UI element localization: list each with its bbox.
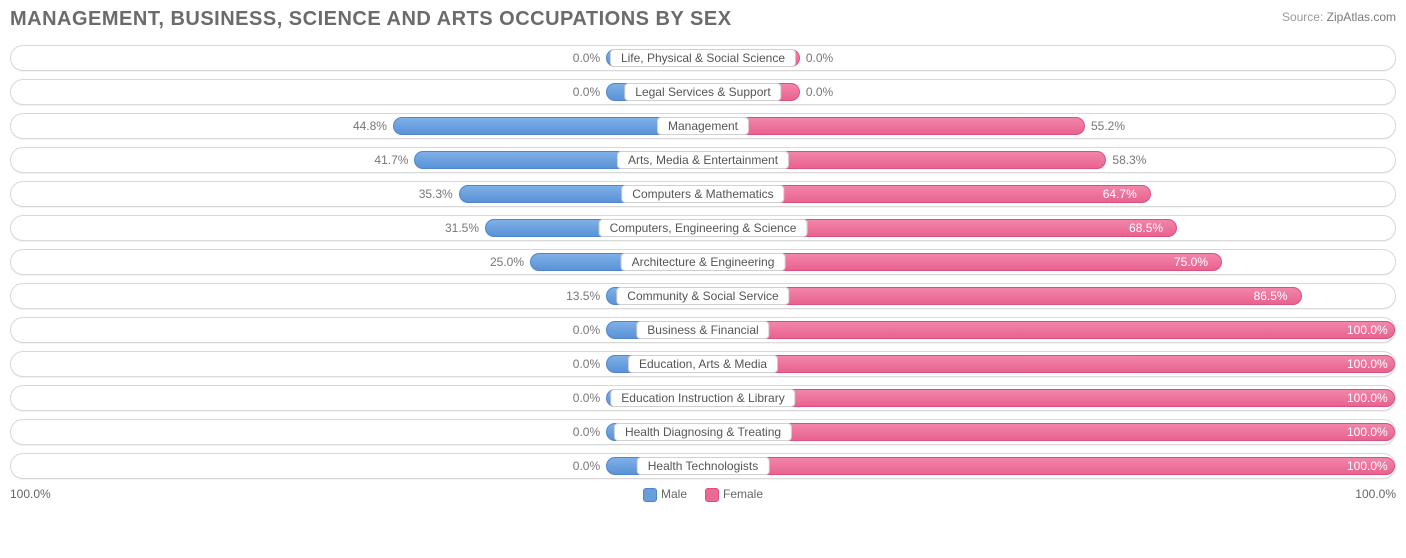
male-pct: 0.0% <box>573 51 600 65</box>
female-pct: 100.0% <box>1347 323 1388 337</box>
category-label: Management <box>657 117 749 135</box>
chart-header: Management, Business, Science and Arts O… <box>10 8 1396 31</box>
chart-row: 41.7% 58.3% Arts, Media & Entertainment <box>10 147 1396 173</box>
chart-row: 0.0% 100.0% Education, Arts & Media <box>10 351 1396 377</box>
male-pct: 44.8% <box>353 119 387 133</box>
female-pct: 68.5% <box>1129 221 1163 235</box>
legend-male: Male <box>643 487 687 502</box>
female-bar <box>703 389 1395 407</box>
female-pct: 100.0% <box>1347 357 1388 371</box>
legend-male-label: Male <box>661 487 687 501</box>
axis-left-label: 100.0% <box>10 487 51 501</box>
female-bar <box>703 355 1395 373</box>
chart-footer: 100.0% Male Female 100.0% <box>10 487 1396 502</box>
male-pct: 31.5% <box>445 221 479 235</box>
female-bar <box>703 287 1302 305</box>
female-swatch-icon <box>705 488 719 502</box>
chart-row: 44.8% 55.2% Management <box>10 113 1396 139</box>
female-pct: 0.0% <box>806 51 833 65</box>
male-swatch-icon <box>643 488 657 502</box>
category-label: Computers & Mathematics <box>621 185 784 203</box>
legend-female-label: Female <box>723 487 763 501</box>
category-label: Education Instruction & Library <box>610 389 795 407</box>
category-label: Health Diagnosing & Treating <box>614 423 792 441</box>
category-label: Health Technologists <box>637 457 770 475</box>
source-site: ZipAtlas.com <box>1327 10 1396 24</box>
category-label: Community & Social Service <box>616 287 789 305</box>
male-pct: 0.0% <box>573 85 600 99</box>
female-bar <box>703 321 1395 339</box>
chart-row: 0.0% 100.0% Health Technologists <box>10 453 1396 479</box>
chart-row: 0.0% 100.0% Education Instruction & Librar… <box>10 385 1396 411</box>
axis-right-label: 100.0% <box>1355 487 1396 501</box>
female-pct: 75.0% <box>1174 255 1208 269</box>
male-pct: 0.0% <box>573 357 600 371</box>
chart-legend: Male Female <box>643 487 763 502</box>
male-pct: 25.0% <box>490 255 524 269</box>
category-label: Computers, Engineering & Science <box>599 219 808 237</box>
female-pct: 100.0% <box>1347 459 1388 473</box>
female-pct: 100.0% <box>1347 391 1388 405</box>
chart-row: 13.5% 86.5% Community & Social Service <box>10 283 1396 309</box>
male-pct: 35.3% <box>419 187 453 201</box>
occupations-chart: 0.0%0.0%Life, Physical & Social Science0… <box>10 45 1396 479</box>
chart-source: Source: ZipAtlas.com <box>1282 8 1396 24</box>
female-pct: 58.3% <box>1112 153 1146 167</box>
chart-row: 31.5% 68.5% Computers, Engineering & Scien… <box>10 215 1396 241</box>
chart-row: 0.0% 0.0% Legal Services & Support <box>10 79 1396 105</box>
male-pct: 0.0% <box>573 323 600 337</box>
male-pct: 13.5% <box>566 289 600 303</box>
legend-female: Female <box>705 487 763 502</box>
chart-row: 35.3% 64.7% Computers & Mathematics <box>10 181 1396 207</box>
category-label: Business & Financial <box>636 321 769 339</box>
male-pct: 0.0% <box>573 425 600 439</box>
female-bar <box>703 423 1395 441</box>
male-pct: 41.7% <box>374 153 408 167</box>
female-pct: 55.2% <box>1091 119 1125 133</box>
female-pct: 64.7% <box>1103 187 1137 201</box>
category-label: Education, Arts & Media <box>628 355 778 373</box>
male-pct: 0.0% <box>573 391 600 405</box>
category-label: Legal Services & Support <box>624 83 781 101</box>
category-label: Life, Physical & Social Science <box>610 49 796 67</box>
female-bar <box>703 117 1085 135</box>
category-label: Arts, Media & Entertainment <box>617 151 789 169</box>
female-pct: 86.5% <box>1254 289 1288 303</box>
chart-row: 0.0% 100.0% Health Diagnosing & Treating <box>10 419 1396 445</box>
source-label: Source: <box>1282 10 1323 24</box>
female-pct: 100.0% <box>1347 425 1388 439</box>
chart-row: 0.0% 0.0% Life, Physical & Social Science <box>10 45 1396 71</box>
chart-title: Management, Business, Science and Arts O… <box>10 8 732 31</box>
female-pct: 0.0% <box>806 85 833 99</box>
male-pct: 0.0% <box>573 459 600 473</box>
category-label: Architecture & Engineering <box>621 253 786 271</box>
chart-row: 25.0% 75.0% Architecture & Engineering <box>10 249 1396 275</box>
chart-row: 0.0% 100.0% Business & Financial <box>10 317 1396 343</box>
female-bar <box>703 457 1395 475</box>
